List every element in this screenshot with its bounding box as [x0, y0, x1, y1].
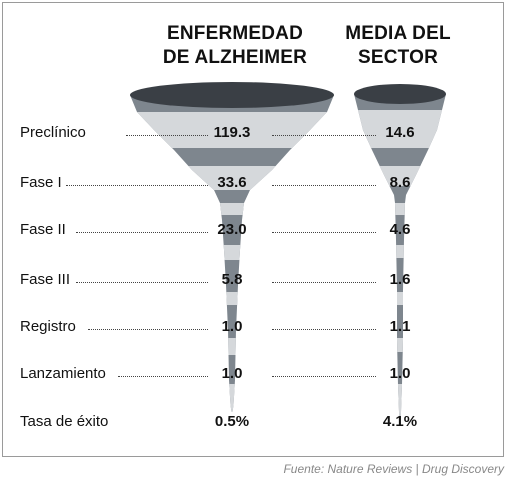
leader-line: [118, 376, 208, 377]
leader-line: [272, 282, 376, 283]
value-label: 23.0: [217, 221, 247, 238]
column-title-sector: MEDIA DEL SECTOR: [345, 23, 451, 68]
leader-line: [76, 232, 208, 233]
value-label: 4.6: [389, 221, 411, 238]
stage-label: Preclínico: [20, 124, 86, 141]
value-label: 1.1: [389, 318, 411, 335]
leader-line: [272, 329, 376, 330]
funnel-rim-sector: [354, 84, 446, 104]
leader-line: [272, 135, 376, 136]
leader-line: [272, 185, 376, 186]
value-label: 8.6: [389, 174, 411, 191]
value-label: 33.6: [217, 174, 247, 191]
stage-label: Tasa de éxito: [20, 413, 109, 430]
value-label: 5.8: [221, 271, 243, 288]
value-label: 14.6: [385, 124, 415, 141]
value-label: 1.0: [221, 365, 243, 382]
column-title-alzheimer: ENFERMEDAD DE ALZHEIMER: [162, 23, 308, 68]
value-label: 1.6: [389, 271, 411, 288]
leader-line: [272, 376, 376, 377]
value-label: 4.1%: [382, 413, 418, 430]
value-label: 1.0: [221, 318, 243, 335]
leader-line: [76, 282, 208, 283]
leader-line: [88, 329, 208, 330]
funnel-rim-alzheimer: [130, 82, 334, 108]
infographic-frame: [2, 2, 504, 457]
value-label: 1.0: [389, 365, 411, 382]
stage-label: Fase III: [20, 271, 71, 288]
stage-label: Registro: [20, 318, 76, 335]
stage-label: Fase II: [20, 221, 66, 238]
leader-line: [66, 185, 208, 186]
value-label: 119.3: [213, 124, 251, 141]
stage-label: Fase I: [20, 174, 62, 191]
stage-label: Lanzamiento: [20, 365, 106, 382]
value-label: 0.5%: [214, 413, 250, 430]
leader-line: [126, 135, 208, 136]
source-note: Fuente: Nature Reviews | Drug Discovery: [283, 462, 504, 476]
leader-line: [272, 232, 376, 233]
